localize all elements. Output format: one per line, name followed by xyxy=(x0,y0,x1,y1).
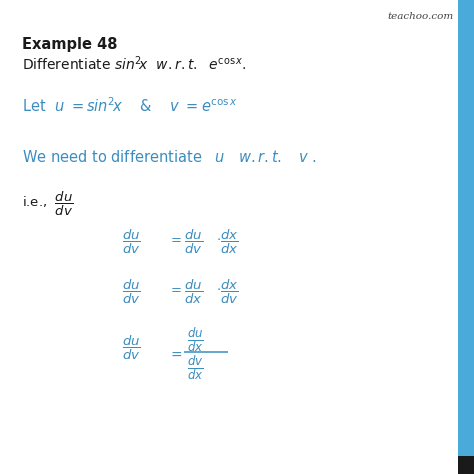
Text: $=\dfrac{du}{dv}$: $=\dfrac{du}{dv}$ xyxy=(168,228,203,256)
Text: $\dfrac{du}{dv}$: $\dfrac{du}{dv}$ xyxy=(122,228,141,256)
Bar xyxy=(458,0,474,474)
Text: We need to differentiate   $\mathit{u}$   $w.r.t.$   $\mathit{v}$ .: We need to differentiate $\mathit{u}$ $w… xyxy=(22,149,317,165)
Text: Differentiate $\mathit{sin}^2\!\mathit{x}$  $w.r.t.$  $e^{\mathrm{cos}\,x}$.: Differentiate $\mathit{sin}^2\!\mathit{x… xyxy=(22,54,247,73)
Text: $\dfrac{du}{dx}$: $\dfrac{du}{dx}$ xyxy=(187,326,204,354)
Text: $\dfrac{dv}{dx}$: $\dfrac{dv}{dx}$ xyxy=(187,354,203,382)
Text: $=\dfrac{du}{dx}$: $=\dfrac{du}{dx}$ xyxy=(168,278,203,306)
Text: $\dfrac{du}{dv}$: $\dfrac{du}{dv}$ xyxy=(122,278,141,306)
Text: Let  $\mathit{u}\ =\mathit{sin}^2\!\mathit{x}$    &    $\mathit{v}\ =e^{\mathrm{: Let $\mathit{u}\ =\mathit{sin}^2\!\mathi… xyxy=(22,96,238,115)
Text: $\cdot\dfrac{dx}{dx}$: $\cdot\dfrac{dx}{dx}$ xyxy=(216,228,238,256)
Bar xyxy=(458,456,474,474)
Text: Example 48: Example 48 xyxy=(22,37,118,52)
Text: i.e.,  $\dfrac{du}{dv}$: i.e., $\dfrac{du}{dv}$ xyxy=(22,190,73,218)
Text: teachoo.com: teachoo.com xyxy=(388,12,454,21)
Text: $\cdot\dfrac{dx}{dv}$: $\cdot\dfrac{dx}{dv}$ xyxy=(216,278,238,306)
Text: $=$: $=$ xyxy=(168,347,183,361)
Text: $\dfrac{du}{dv}$: $\dfrac{du}{dv}$ xyxy=(122,334,141,362)
